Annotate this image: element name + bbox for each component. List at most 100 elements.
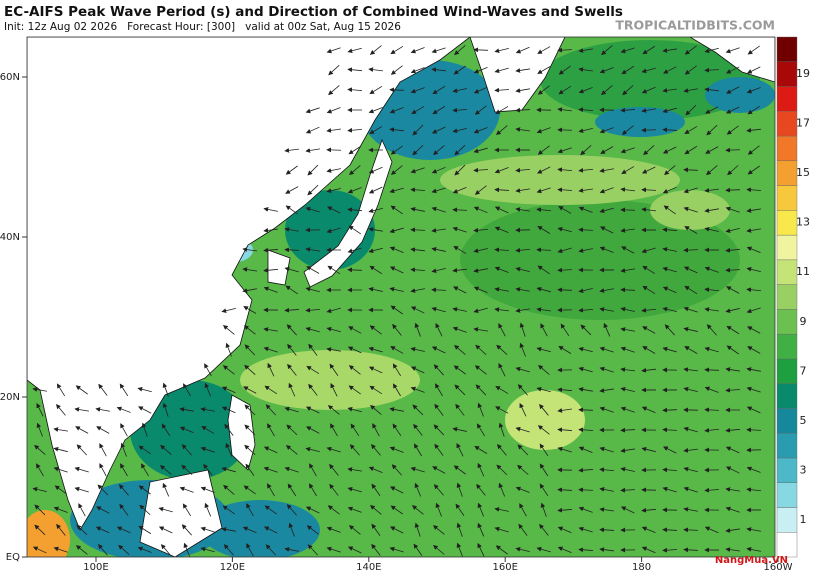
wave-arrow [305,247,320,252]
wave-arrow [369,325,382,335]
wave-arrow [641,526,656,534]
wave-arrow [368,166,383,174]
wave-arrow [179,407,194,412]
wave-arrow [392,423,402,437]
wave-arrow [456,522,463,537]
wave-arrow [305,307,321,313]
wave-arrow [284,247,300,253]
wave-arrow [580,145,592,156]
wave-arrow [141,463,149,477]
wave-arrow [454,344,466,355]
wave-arrow [494,206,509,214]
wave-arrow [578,248,593,253]
wave-arrow [120,463,128,477]
wave-arrow [683,187,698,194]
wave-arrow [557,147,572,154]
wave-arrow [578,87,593,94]
wave-arrow [599,288,614,293]
wave-arrow [746,208,761,213]
wave-arrow [725,367,740,372]
wave-arrow [517,464,529,475]
wave-arrow [725,267,741,273]
wave-arrow [746,527,761,532]
wave-arrow [56,523,66,536]
wave-arrow [330,423,338,437]
wave-arrow [560,323,570,337]
wave-arrow [578,48,593,53]
wave-arrow [473,86,488,94]
wave-arrow [536,207,552,213]
wave-arrow [369,265,383,275]
wave-arrow [456,482,463,497]
wave-arrow [53,506,68,513]
wave-arrow [263,227,278,233]
wave-arrow [288,522,295,537]
wave-arrow [599,446,614,453]
wave-arrow [454,45,466,56]
wave-arrow [704,526,719,534]
wave-arrow [221,307,236,314]
source-credit: TROPICALTIDBITS.COM [615,18,775,33]
wave-arrow [350,423,360,437]
wave-arrow [515,266,530,273]
wave-arrow [34,524,46,536]
wave-arrow [454,144,466,156]
wave-arrow [599,547,614,552]
wave-arrow [347,267,363,273]
wave-arrow [389,446,404,453]
wave-arrow [284,266,299,273]
wave-arrow [704,407,720,413]
wave-arrow [223,544,234,556]
wave-arrow [413,443,422,457]
colorbar-segment [776,507,798,533]
wave-arrow [476,423,485,437]
field-patch [240,350,420,410]
wave-arrow [620,268,635,273]
wave-arrow [307,184,319,196]
wave-arrow [243,485,256,495]
wave-arrow [498,482,506,497]
wave-arrow [99,463,107,477]
wave-arrow [369,85,383,95]
wave-arrow [641,108,656,113]
wave-arrow [432,525,445,535]
wave-arrow [453,286,467,294]
wave-arrow [347,47,362,54]
lat-label: EQ [6,552,20,563]
wave-arrow [96,426,110,434]
wave-arrow [494,87,510,93]
wave-arrow [557,247,572,254]
wave-arrow [519,402,527,417]
wave-arrow [473,147,488,154]
wave-arrow [599,346,614,353]
wave-arrow [519,503,527,517]
wave-arrow [557,526,572,534]
wave-arrow [183,383,191,397]
wave-arrow [162,402,169,417]
wave-arrow [746,66,761,74]
wave-arrow [347,506,362,513]
wave-arrow [326,47,341,54]
wave-arrow [368,107,383,114]
wave-arrow [225,442,233,457]
wave-arrow [137,386,152,393]
wave-arrow [431,126,446,134]
wave-arrow [284,148,299,153]
wave-arrow [76,444,88,456]
wave-arrow [456,542,463,557]
wave-arrow [390,486,404,494]
colorbar-segment [776,532,798,558]
wave-arrow [181,444,192,456]
wave-arrow [536,247,552,253]
wave-arrow [725,547,740,552]
wave-arrow [53,446,68,453]
wave-arrow [515,188,530,193]
wave-arrow [662,467,678,473]
wave-arrow [306,266,320,274]
field-patch [130,380,250,480]
wave-arrow [683,426,698,433]
wave-arrow [36,403,44,417]
wave-arrow [285,285,299,295]
wave-arrow [369,45,382,55]
wave-arrow [183,542,190,557]
